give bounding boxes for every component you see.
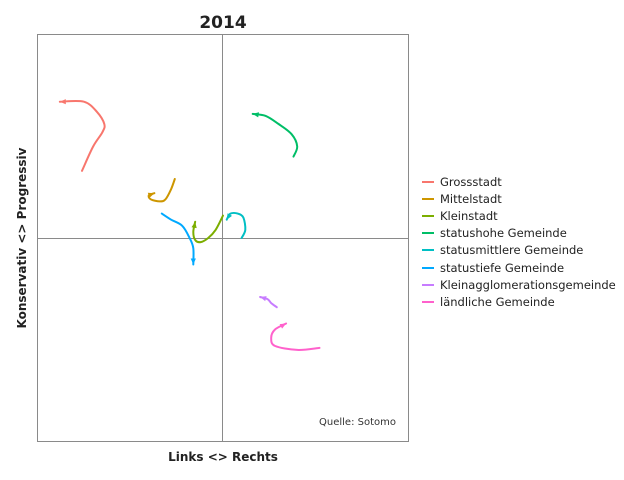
chart-title: 2014 (199, 13, 247, 33)
series-arrowhead-2 (147, 192, 155, 198)
series-arrowhead-1 (59, 99, 66, 105)
series-arrowhead-6 (190, 258, 196, 265)
legend-label: statusmittlere Gemeinde (440, 243, 584, 258)
series-arrowhead-8 (279, 323, 287, 329)
series-arrowhead-3 (191, 221, 197, 229)
series-line-4 (251, 112, 299, 158)
legend-swatch (422, 232, 434, 235)
legend-swatch (422, 300, 434, 303)
legend-label: Mittelstadt (440, 191, 502, 206)
legend-item: Mittelstadt (422, 190, 616, 207)
legend-item: statushohe Gemeinde (422, 225, 616, 242)
series-line-6 (160, 212, 195, 266)
y-axis-label: Konservativ <> Progressiv (15, 147, 29, 329)
series-arrowhead-5 (226, 213, 232, 220)
legend-label: statustiefe Gemeinde (440, 260, 565, 275)
legend: Grossstadt Mittelstadt Kleinstadt statushoh… (422, 173, 616, 311)
legend-item: ländliche Gemeinde (422, 293, 616, 310)
series-line-5 (225, 211, 247, 239)
series-arrowhead-7 (260, 296, 267, 302)
legend-item: Kleinagglomerationsgemeinde (422, 276, 616, 293)
legend-item: Kleinstadt (422, 207, 616, 224)
legend-item: Grossstadt (422, 173, 616, 190)
legend-label: ländliche Gemeinde (440, 294, 555, 309)
legend-swatch (422, 249, 434, 252)
legend-swatch (422, 180, 434, 183)
legend-item: statustiefe Gemeinde (422, 259, 616, 276)
legend-swatch (422, 266, 434, 269)
series-line-2 (147, 178, 176, 203)
source-note: Quelle: Sotomo (319, 417, 396, 428)
series-line-3 (192, 214, 224, 244)
legend-label: Kleinstadt (440, 208, 498, 223)
legend-swatch (422, 283, 434, 286)
legend-item: statusmittlere Gemeinde (422, 242, 616, 259)
series-arrowhead-4 (252, 112, 259, 118)
series-line-8 (270, 322, 321, 351)
legend-label: Grossstadt (440, 174, 502, 189)
legend-label: Kleinagglomerationsgemeinde (440, 277, 616, 292)
series-layer (58, 99, 321, 351)
legend-label: statushohe Gemeinde (440, 226, 567, 241)
legend-swatch (422, 197, 434, 200)
x-axis-label: Links <> Rechts (168, 450, 278, 464)
series-line-1 (58, 99, 106, 172)
legend-swatch (422, 214, 434, 217)
